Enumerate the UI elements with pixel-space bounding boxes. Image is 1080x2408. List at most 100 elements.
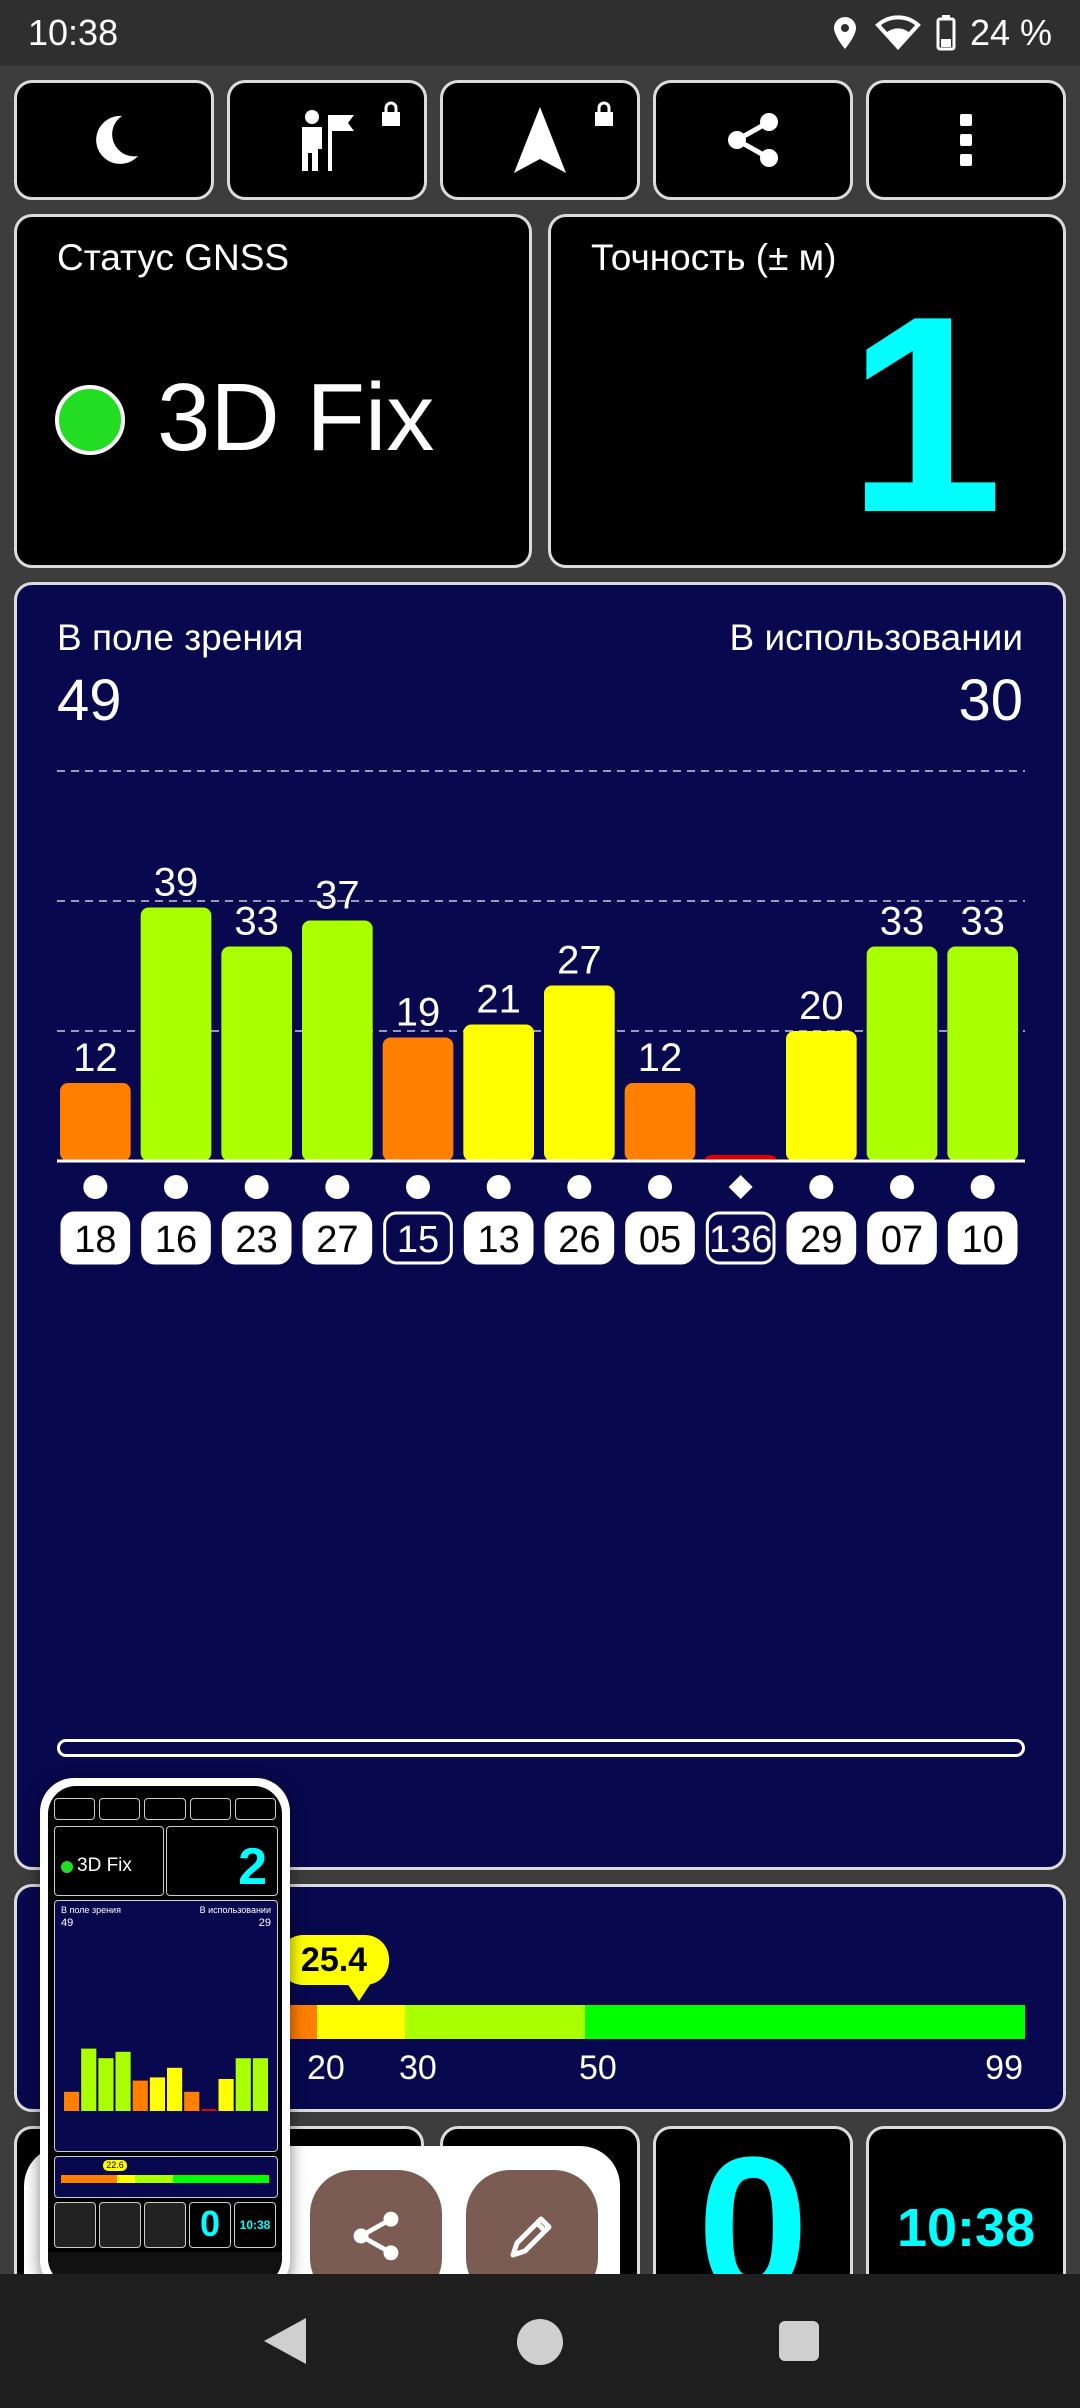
snr-bar bbox=[60, 1083, 131, 1161]
thumb-bar bbox=[167, 2067, 183, 2111]
thumb-in-view-label: В поле зрения bbox=[61, 1905, 121, 1915]
in-view-count: 49 bbox=[57, 668, 122, 733]
accuracy-panel: Точность (± м) 1 bbox=[548, 214, 1066, 568]
snr-bar bbox=[302, 920, 373, 1161]
thumb-bar-chart bbox=[64, 2048, 268, 2111]
prn-label-box[interactable] bbox=[705, 1211, 776, 1265]
accuracy-label: Точность (± м) bbox=[591, 237, 837, 278]
night-mode-button[interactable] bbox=[14, 80, 214, 200]
thumb-bar bbox=[149, 2077, 165, 2111]
snr-tick: 99 bbox=[985, 2049, 1023, 2087]
thumb-bar bbox=[235, 2058, 251, 2111]
screenshot-thumbnail[interactable]: 3D Fix 2 В поле зрения 49 В использовани… bbox=[40, 1778, 290, 2294]
snr-tick: 30 bbox=[399, 2049, 437, 2087]
prn-label-box[interactable] bbox=[544, 1211, 615, 1265]
thumb-bar bbox=[218, 2079, 234, 2111]
snr-tick: 20 bbox=[307, 2049, 345, 2087]
snr-bar bbox=[786, 1031, 857, 1161]
chart-scrollbar[interactable] bbox=[57, 1739, 1025, 1757]
back-icon[interactable] bbox=[262, 2316, 308, 2366]
bar-value-label: 20 bbox=[799, 984, 844, 1028]
satellite-marker-dot bbox=[406, 1175, 430, 1199]
clock-value: 10:38 bbox=[896, 2198, 1036, 2258]
snr-tick: 50 bbox=[579, 2049, 617, 2087]
thumb-bottom: 0 10:38 bbox=[54, 2202, 276, 2248]
snr-bar-chart: 12 18 39 16 33 23 37 27 19 15 21 13 27 26 12 05 136 20 29 3… bbox=[57, 770, 1025, 1265]
wifi-icon bbox=[875, 15, 921, 50]
in-use-count: 30 bbox=[958, 668, 1023, 733]
moon-icon bbox=[96, 115, 138, 164]
prn-label-box[interactable] bbox=[786, 1211, 857, 1265]
snr-bar bbox=[947, 946, 1018, 1161]
lock-icon bbox=[595, 101, 613, 126]
battery-percent: 24 % bbox=[969, 12, 1052, 53]
thumb-bar bbox=[132, 2080, 148, 2111]
satellite-marker-dot bbox=[486, 1175, 511, 1199]
home-icon[interactable] bbox=[516, 2318, 564, 2366]
prn-label: 10 bbox=[962, 1219, 1004, 1261]
satellite-marker-dot bbox=[809, 1175, 834, 1199]
thumb-fix: 3D Fix bbox=[77, 1855, 132, 1876]
snr-bar bbox=[866, 946, 938, 1161]
bar-value-label: 37 bbox=[315, 874, 360, 918]
in-view-label: В поле зрения bbox=[57, 617, 304, 658]
prn-label: 26 bbox=[558, 1219, 600, 1261]
prn-label-box[interactable] bbox=[463, 1211, 534, 1265]
share-icon bbox=[728, 113, 778, 167]
accuracy-value: 1 bbox=[847, 259, 1003, 571]
status-time: 10:38 bbox=[28, 12, 119, 53]
pencil-icon bbox=[510, 2216, 552, 2258]
fix-indicator bbox=[55, 385, 125, 455]
prn-label: 13 bbox=[478, 1219, 520, 1261]
share-button[interactable] bbox=[653, 80, 853, 200]
recents-icon[interactable] bbox=[778, 2320, 820, 2362]
prn-label: 27 bbox=[316, 1219, 358, 1261]
thumb-bar bbox=[115, 2051, 131, 2111]
flag-person-icon bbox=[302, 110, 354, 171]
snr-bar bbox=[463, 1024, 534, 1161]
satellite-marker-dot bbox=[567, 1175, 592, 1199]
prn-label: 18 bbox=[74, 1219, 116, 1261]
prn-label-box[interactable] bbox=[947, 1211, 1018, 1265]
thumb-clock: 10:38 bbox=[234, 2202, 276, 2248]
prn-label: 05 bbox=[639, 1219, 681, 1261]
prn-label: 15 bbox=[397, 1219, 439, 1261]
prn-label-box[interactable] bbox=[625, 1211, 695, 1265]
battery-icon bbox=[936, 15, 956, 51]
bar-value-label: 12 bbox=[73, 1036, 118, 1080]
gnss-status-label: Статус GNSS bbox=[57, 237, 290, 278]
in-use-label: В использовании bbox=[729, 617, 1023, 658]
satellite-marker-dot bbox=[970, 1175, 995, 1199]
prn-label-box[interactable] bbox=[302, 1211, 373, 1265]
thumb-count: 0 bbox=[189, 2202, 231, 2248]
thumb-bar bbox=[64, 2091, 80, 2111]
prn-label-box[interactable] bbox=[867, 1211, 937, 1265]
thumb-in-use: 29 bbox=[258, 1917, 271, 1929]
snr-pointer-arrow bbox=[347, 1983, 371, 2001]
prn-label-box[interactable] bbox=[221, 1211, 292, 1265]
thumb-satellites: В поле зрения 49 В использовании 29 bbox=[54, 1900, 278, 2152]
location-icon bbox=[833, 17, 856, 49]
bar-value-label: 27 bbox=[557, 939, 602, 983]
thumb-accuracy-value: 2 bbox=[238, 1838, 267, 1896]
thumb-pointer: 22.6 bbox=[103, 2160, 127, 2171]
navigation-button[interactable] bbox=[440, 80, 640, 200]
snr-pointer-label: 25.4 bbox=[279, 1935, 389, 1985]
bar-value-label: 33 bbox=[234, 900, 279, 944]
prn-label: 23 bbox=[236, 1219, 278, 1261]
satellite-marker-dot bbox=[648, 1175, 672, 1199]
thumb-bar bbox=[201, 2109, 217, 2111]
more-button[interactable] bbox=[866, 80, 1066, 200]
thumb-in-use-label: В использовании bbox=[199, 1905, 271, 1915]
system-nav-bar bbox=[0, 2274, 1080, 2408]
satellite-marker-dot bbox=[83, 1175, 108, 1199]
snr-bar bbox=[544, 985, 615, 1161]
prn-label: 07 bbox=[881, 1219, 923, 1261]
prn-label-box[interactable] bbox=[60, 1211, 131, 1265]
poi-button[interactable] bbox=[227, 80, 427, 200]
satellite-marker-dot bbox=[164, 1175, 188, 1199]
prn-label-box[interactable] bbox=[141, 1211, 211, 1265]
bar-value-label: 33 bbox=[880, 900, 925, 944]
prn-label: 136 bbox=[709, 1219, 772, 1261]
prn-label-box[interactable] bbox=[383, 1211, 453, 1265]
